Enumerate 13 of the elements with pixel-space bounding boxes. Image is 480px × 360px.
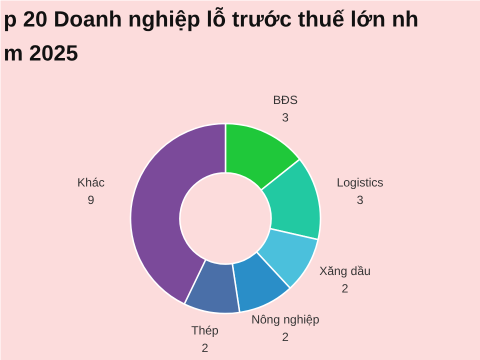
data-label: 2	[342, 281, 349, 296]
data-label: 2	[202, 340, 209, 355]
data-label: 3	[356, 193, 364, 208]
chart-title: p 20 Doanh nghiệp lỗ trước thuế lớn nh m 2025	[4, 6, 419, 66]
data-label: 3	[282, 110, 290, 124]
slice-label: Khác	[77, 176, 105, 190]
slice-label: Xăng dầu	[319, 264, 371, 278]
slice-label: Thép	[191, 323, 219, 338]
data-label: 2	[282, 330, 290, 344]
slice-label: Logistics	[336, 176, 384, 190]
slice-label: Nông nghiệp	[251, 312, 320, 327]
slice-label: BĐS	[273, 92, 298, 107]
data-label: 9	[88, 193, 95, 208]
